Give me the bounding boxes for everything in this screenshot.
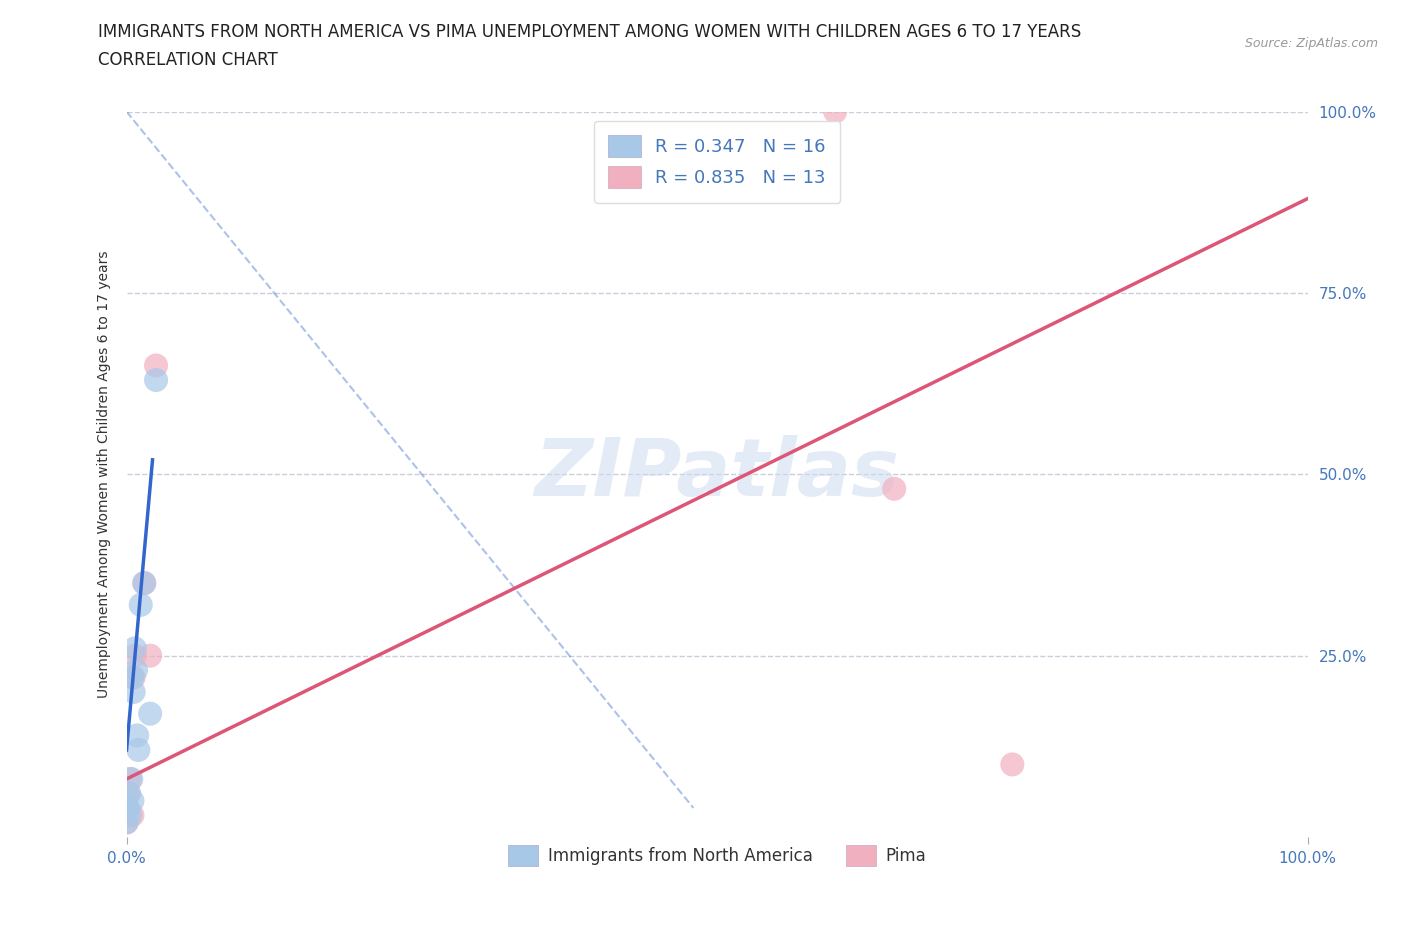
Point — [122, 684, 145, 699]
Point — [118, 786, 141, 801]
Point — [120, 772, 142, 787]
Point — [125, 663, 148, 678]
Point — [145, 358, 167, 373]
Point — [139, 706, 162, 721]
Point — [117, 801, 139, 816]
Point — [129, 597, 152, 612]
Point — [122, 670, 145, 684]
Point — [1001, 757, 1024, 772]
Point — [121, 670, 143, 684]
Point — [139, 648, 162, 663]
Y-axis label: Unemployment Among Women with Children Ages 6 to 17 years: Unemployment Among Women with Children A… — [97, 250, 111, 698]
Text: ZIPatlas: ZIPatlas — [534, 435, 900, 513]
Point — [124, 641, 146, 656]
Point — [824, 104, 846, 119]
Point — [117, 801, 139, 816]
Text: Source: ZipAtlas.com: Source: ZipAtlas.com — [1244, 37, 1378, 50]
Point — [127, 728, 149, 743]
Point — [115, 815, 138, 830]
Point — [121, 808, 143, 823]
Point — [883, 482, 905, 497]
Point — [134, 576, 156, 591]
Point — [127, 742, 149, 757]
Text: CORRELATION CHART: CORRELATION CHART — [98, 51, 278, 69]
Text: IMMIGRANTS FROM NORTH AMERICA VS PIMA UNEMPLOYMENT AMONG WOMEN WITH CHILDREN AGE: IMMIGRANTS FROM NORTH AMERICA VS PIMA UN… — [98, 23, 1081, 41]
Point — [134, 576, 156, 591]
Point — [145, 373, 167, 388]
Point — [115, 815, 138, 830]
Point — [120, 772, 142, 787]
Point — [118, 786, 141, 801]
Legend: Immigrants from North America, Pima: Immigrants from North America, Pima — [501, 839, 934, 872]
Point — [121, 793, 143, 808]
Point — [124, 648, 146, 663]
Point — [120, 808, 142, 823]
